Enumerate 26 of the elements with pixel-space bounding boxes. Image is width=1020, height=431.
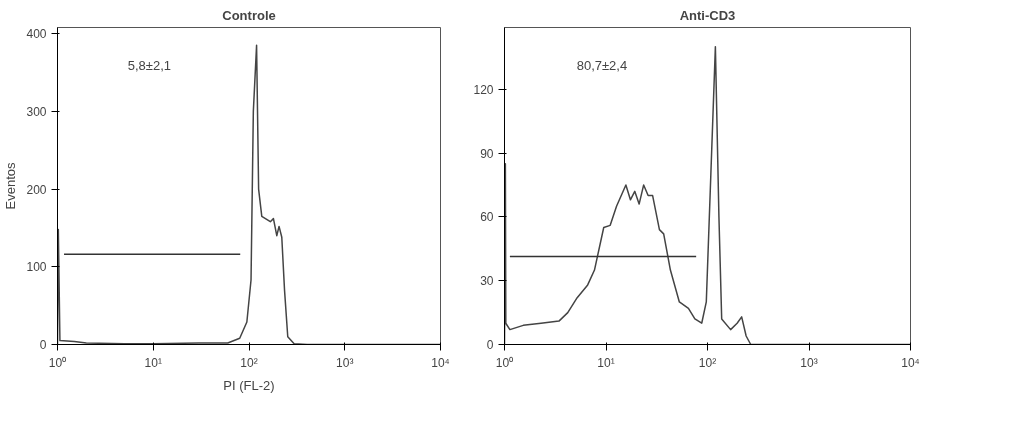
chart-title: Controle bbox=[222, 7, 276, 23]
y-tick-label: 90 bbox=[480, 146, 494, 161]
y-tick-label: 120 bbox=[473, 82, 494, 97]
chart-title: Anti-CD3 bbox=[679, 7, 736, 23]
y-tick-label: 30 bbox=[480, 274, 494, 289]
x-tick-label: 10³ bbox=[800, 355, 818, 370]
x-tick-label: 10⁰ bbox=[495, 355, 514, 370]
annotation: 80,7±2,4 bbox=[576, 58, 628, 74]
y-tick-label: 100 bbox=[26, 260, 47, 275]
x-tick-label: 10³ bbox=[336, 355, 354, 370]
x-tick-label: 10¹ bbox=[144, 355, 162, 370]
x-tick-label: 10² bbox=[698, 355, 717, 370]
y-tick-label: 0 bbox=[486, 338, 494, 352]
x-tick-label: 10⁴ bbox=[901, 355, 920, 370]
x-tick-label: 10⁴ bbox=[431, 355, 450, 370]
y-tick-label: 200 bbox=[26, 182, 47, 197]
y-axis-title: Eventos bbox=[3, 162, 19, 210]
y-tick-label: 300 bbox=[26, 104, 47, 119]
annotation: 5,8±2,1 bbox=[127, 58, 172, 74]
y-tick-label: 0 bbox=[39, 338, 47, 352]
x-tick-label: 10¹ bbox=[597, 355, 615, 370]
x-tick-label: 10² bbox=[240, 355, 258, 370]
y-tick-label: 60 bbox=[480, 210, 494, 225]
y-tick-label: 400 bbox=[26, 27, 47, 42]
x-tick-label: 10⁰ bbox=[48, 355, 67, 370]
x-axis-title: PI (FL-2) bbox=[223, 377, 275, 393]
